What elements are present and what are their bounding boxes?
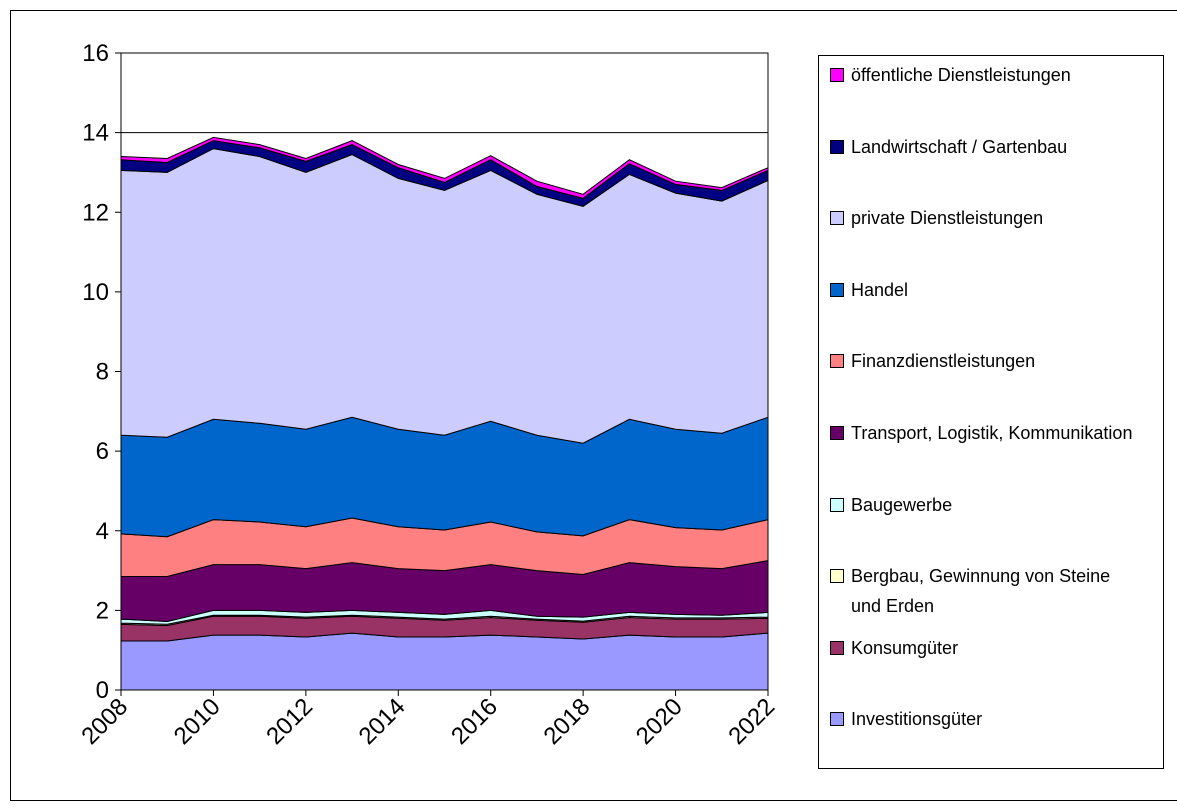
legend-item: Transport, Logistik, Kommunikation (830, 418, 1143, 448)
y-tick-label: 16 (82, 40, 109, 67)
y-tick-label: 12 (82, 199, 109, 226)
legend-label: Handel (851, 279, 909, 300)
legend-label: Investitionsgüter (851, 709, 983, 730)
legend-label: Baugewerbe (851, 494, 953, 515)
legend-item: Konsumgüter (830, 633, 1143, 663)
legend-swatch (830, 139, 844, 154)
x-tick-label: 2012 (261, 693, 318, 750)
y-tick-label: 6 (96, 438, 109, 465)
plot-border (120, 52, 769, 691)
legend-swatch (830, 211, 844, 226)
legend-item: öffentliche Dienstleistungen (830, 60, 1143, 90)
x-tick-label: 2022 (723, 693, 780, 750)
legend-label: öffentliche Dienstleistungen (851, 65, 1071, 85)
frame (10, 10, 1177, 801)
legend-swatch (830, 712, 844, 727)
legend-swatch (830, 68, 844, 82)
legend-box (818, 55, 1164, 769)
y-tick-label: 10 (82, 279, 109, 306)
legend-swatch (830, 497, 844, 512)
legend-item: private Dienstleistungen (830, 203, 1143, 233)
legend-item: Bergbau, Gewinnung von Steine und Erden (830, 561, 1143, 621)
legend-label: Transport, Logistik, Kommunikation (851, 423, 1133, 443)
y-tick-label: 4 (96, 518, 109, 545)
legend-item: Handel (830, 275, 1143, 305)
y-tick-label: 8 (96, 359, 109, 386)
legend-swatch (830, 640, 844, 655)
legend-label: Bergbau, Gewinnung von Steine und Erden (851, 566, 1111, 617)
x-tick-label: 2018 (539, 693, 596, 750)
legend-item: Investitionsgüter (830, 704, 1143, 734)
y-tick-label: 14 (82, 120, 109, 147)
x-tick-label: 2016 (446, 693, 503, 750)
x-tick-label: 2014 (354, 693, 411, 750)
legend-swatch (830, 569, 844, 584)
y-tick-label: 0 (96, 677, 109, 704)
x-tick-label: 2008 (76, 693, 133, 750)
legend-label: private Dienstleistungen (851, 208, 1044, 229)
legend-swatch (830, 354, 844, 369)
legend-swatch (830, 426, 844, 440)
y-tick-label: 2 (96, 597, 109, 624)
x-tick-label: 2020 (631, 693, 688, 750)
legend-label: Finanzdienstleistungen (851, 351, 1036, 372)
area (120, 632, 769, 691)
legend-label: Konsumgüter (851, 637, 959, 658)
x-tick-label: 2010 (169, 693, 226, 750)
legend-item: Finanzdienstleistungen (830, 346, 1143, 376)
legend-item: Landwirtschaft / Gartenbau (830, 132, 1143, 162)
legend-label: Landwirtschaft / Gartenbau (851, 136, 1068, 157)
legend-swatch (830, 282, 844, 297)
legend-item: Baugewerbe (830, 490, 1143, 520)
area (120, 148, 769, 444)
